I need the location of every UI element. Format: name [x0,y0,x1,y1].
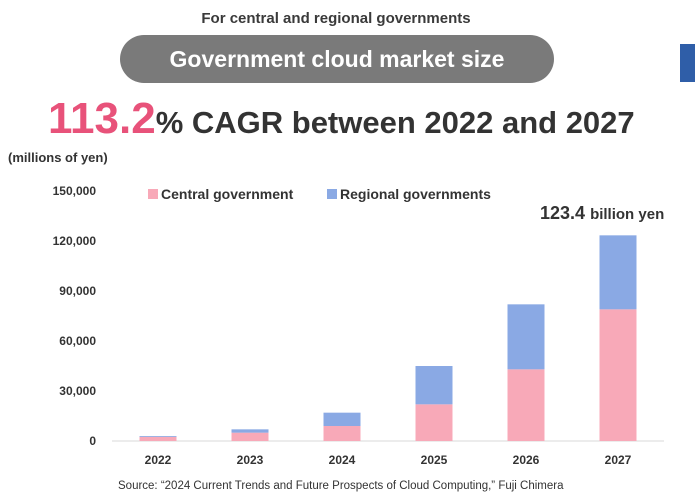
cagr-headline: 113.2% CAGR between 2022 and 2027 [48,97,635,143]
chart-title-pill: Government cloud market size [120,35,554,83]
x-tick-label-2025: 2025 [421,453,448,467]
bar-central-2023 [231,432,269,441]
bar-regional-2022 [139,436,177,437]
cagr-text: % CAGR between 2022 and 2027 [155,105,635,140]
legend-swatch-central [148,189,158,199]
source-note: Source: “2024 Current Trends and Future … [118,480,564,492]
legend-label-central: Central government [161,186,294,202]
total-annotation-unit: billion yen [590,206,664,223]
legend-swatch-regional [327,189,337,199]
edge-tab [680,44,695,82]
bar-central-2022 [139,436,177,441]
y-tick-label: 150,000 [53,184,97,198]
chart-kicker: For central and regional governments [201,10,471,27]
total-annotation: 123.4 billion yen [540,203,664,223]
total-annotation-value: 123.4 [540,203,585,223]
cagr-value: 113.2 [48,94,156,143]
x-tick-label-2024: 2024 [329,453,356,467]
bar-central-2027 [599,309,637,441]
y-axis-units: (millions of yen) [8,150,108,165]
x-tick-label-2022: 2022 [145,453,172,467]
y-tick-label: 60,000 [59,334,96,348]
bar-regional-2024 [323,412,361,426]
bar-central-2025 [415,404,453,441]
bar-regional-2026 [507,304,545,370]
y-tick-label: 0 [89,434,96,448]
x-tick-label-2023: 2023 [237,453,264,467]
bar-central-2026 [507,369,545,441]
chart-title: Government cloud market size [169,45,505,72]
y-tick-label: 120,000 [53,234,97,248]
y-tick-label: 30,000 [59,384,96,398]
bar-regional-2023 [231,429,269,433]
y-tick-label: 90,000 [59,284,96,298]
x-tick-label-2026: 2026 [513,453,540,467]
legend-label-regional: Regional governments [340,186,491,202]
bar-regional-2027 [599,235,637,310]
bar-central-2024 [323,426,361,441]
x-tick-label-2027: 2027 [605,453,632,467]
bar-regional-2025 [415,366,453,405]
